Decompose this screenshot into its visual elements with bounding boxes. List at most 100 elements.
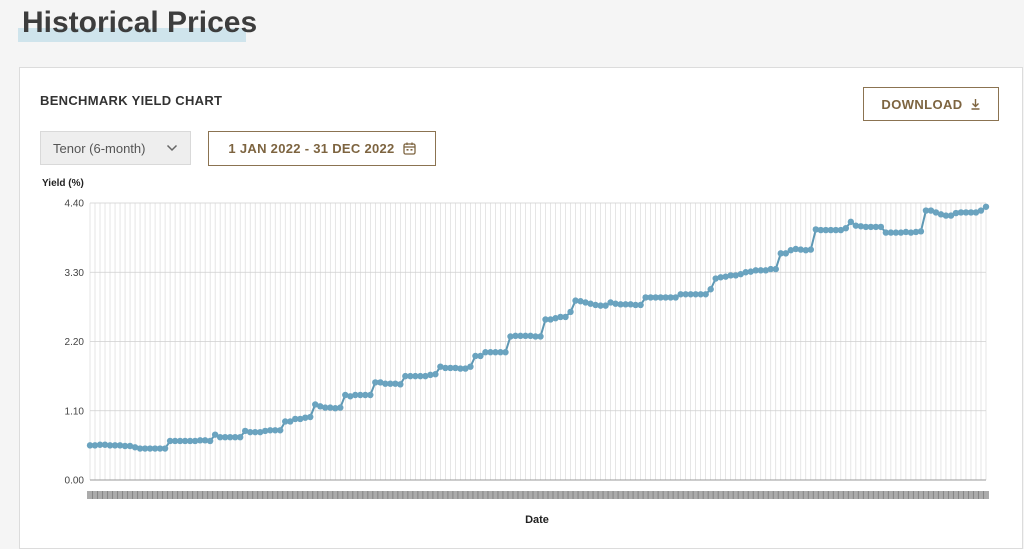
x-tick-mark: [852, 491, 859, 499]
x-tick-mark: [972, 491, 979, 499]
data-point: [807, 246, 815, 253]
data-point: [101, 441, 109, 448]
data-point: [822, 226, 830, 234]
data-point: [332, 405, 339, 412]
data-point: [882, 229, 890, 236]
download-label: DOWNLOAD: [881, 96, 963, 112]
data-point: [437, 363, 444, 370]
x-tick-mark: [412, 491, 419, 499]
x-tick-mark: [167, 491, 174, 499]
x-tick-mark: [647, 491, 654, 499]
x-tick-mark: [662, 491, 669, 499]
y-axis-label: Yield (%): [42, 178, 84, 189]
date-range-button[interactable]: 1 JAN 2022 - 31 DEC 2022: [208, 131, 436, 166]
data-point: [912, 228, 920, 236]
download-button[interactable]: DOWNLOAD: [863, 87, 999, 121]
data-point: [527, 332, 534, 340]
x-tick-mark: [557, 491, 564, 499]
x-tick-mark: [792, 491, 799, 499]
data-point: [302, 414, 309, 421]
x-tick-mark: [137, 491, 144, 499]
x-tick-mark: [742, 491, 749, 499]
data-point: [562, 313, 569, 321]
data-point: [947, 212, 955, 219]
data-point: [246, 428, 254, 436]
data-point: [307, 413, 314, 421]
x-tick-mark: [597, 491, 604, 499]
data-point: [141, 445, 149, 452]
data-point: [226, 433, 234, 441]
x-tick-mark: [272, 491, 279, 499]
data-point: [277, 427, 284, 434]
data-point: [862, 223, 870, 231]
data-point: [86, 442, 94, 449]
x-tick-mark: [457, 491, 464, 499]
y-tick-label: 3.30: [65, 268, 85, 279]
x-tick-mark: [97, 491, 104, 499]
data-point: [982, 203, 990, 210]
x-tick-mark: [507, 491, 514, 499]
data-point: [922, 207, 930, 214]
data-point: [352, 391, 359, 399]
tenor-select[interactable]: Tenor (6-month): [40, 131, 191, 165]
data-point: [657, 294, 664, 301]
x-tick-mark: [927, 491, 934, 499]
x-tick-mark: [912, 491, 919, 499]
x-tick-mark: [707, 491, 714, 499]
x-tick-mark: [242, 491, 249, 499]
data-point: [297, 415, 304, 423]
x-tick-mark: [652, 491, 659, 499]
x-tick-mark: [122, 491, 129, 499]
x-tick-mark: [802, 491, 809, 499]
data-point: [261, 427, 269, 435]
data-point: [697, 291, 704, 298]
data-point: [211, 431, 219, 438]
x-tick-mark: [552, 491, 559, 499]
calendar-icon: [402, 142, 416, 155]
x-tick-mark: [717, 491, 724, 499]
data-point: [897, 229, 905, 236]
date-range-label: 1 JAN 2022 - 31 DEC 2022: [228, 141, 395, 156]
x-tick-mark: [962, 491, 969, 499]
x-tick-mark: [977, 491, 984, 499]
data-point: [472, 352, 479, 360]
x-tick-mark: [152, 491, 159, 499]
x-tick-mark: [772, 491, 779, 499]
x-tick-mark: [332, 491, 339, 499]
x-tick-mark: [732, 491, 739, 499]
data-point: [587, 300, 594, 307]
x-tick-mark: [397, 491, 404, 499]
data-point: [482, 349, 489, 356]
x-tick-mark: [682, 491, 689, 499]
x-tick-mark: [542, 491, 549, 499]
x-tick-mark: [447, 491, 454, 499]
x-tick-mark: [777, 491, 784, 499]
data-point: [126, 442, 134, 450]
x-tick-mark: [727, 491, 734, 499]
data-point: [146, 445, 154, 452]
x-tick-mark: [577, 491, 584, 499]
x-tick-mark: [642, 491, 649, 499]
data-point: [447, 364, 454, 372]
data-point: [597, 302, 604, 309]
x-tick-mark: [117, 491, 124, 499]
data-point: [96, 441, 104, 448]
data-point: [962, 209, 970, 216]
data-point: [287, 418, 294, 425]
data-point: [121, 442, 129, 450]
x-tick-mark: [357, 491, 364, 499]
data-point: [777, 250, 784, 257]
data-point: [342, 391, 349, 399]
x-tick-mark: [257, 491, 264, 499]
x-tick-mark: [417, 491, 424, 499]
chevron-down-icon: [166, 144, 178, 152]
data-point: [637, 301, 644, 309]
data-point: [797, 246, 804, 253]
data-point: [767, 265, 774, 273]
data-point: [517, 332, 524, 340]
x-tick-mark: [322, 491, 329, 499]
data-point: [682, 291, 689, 298]
x-tick-mark: [327, 491, 334, 499]
data-point: [787, 247, 794, 254]
data-point: [557, 313, 564, 321]
